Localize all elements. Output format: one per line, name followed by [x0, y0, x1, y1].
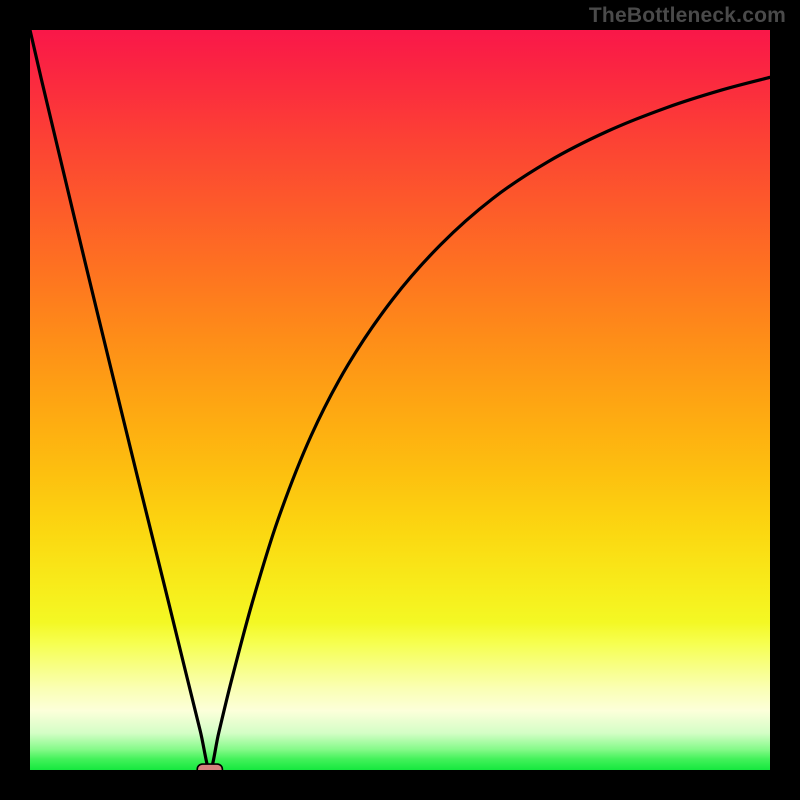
- watermark-text: TheBottleneck.com: [589, 4, 786, 28]
- chart-frame: TheBottleneck.com: [0, 0, 800, 800]
- gradient-background: [30, 30, 770, 770]
- plot-area: [30, 30, 770, 770]
- chart-svg: [30, 30, 770, 770]
- valley-marker: [197, 764, 222, 770]
